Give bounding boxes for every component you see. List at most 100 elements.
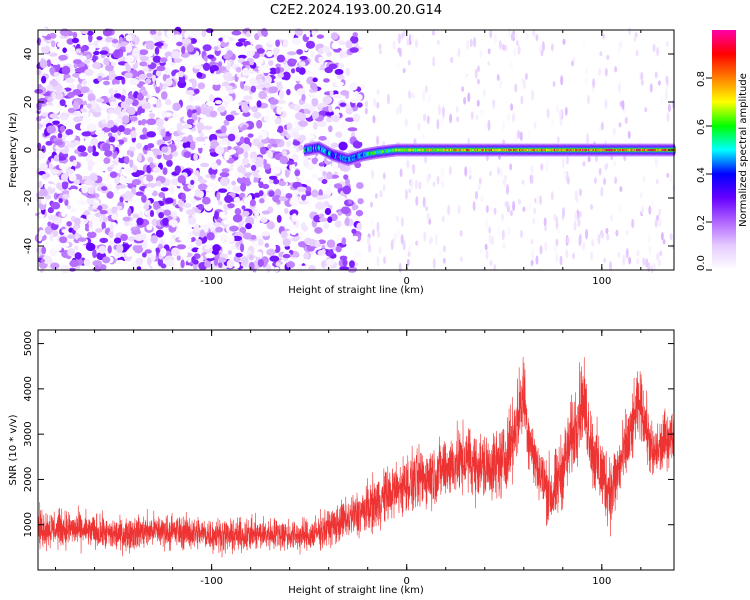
noise-cell bbox=[590, 251, 594, 261]
colorbar-tick-label-2: 0.4 bbox=[696, 167, 707, 183]
noise-cell bbox=[111, 38, 119, 44]
noise-cell bbox=[242, 104, 250, 114]
noise-cell bbox=[249, 174, 254, 183]
noise-cell bbox=[303, 252, 310, 260]
noise-cell bbox=[262, 82, 271, 88]
noise-cell bbox=[226, 60, 232, 67]
noise-cell bbox=[285, 54, 291, 60]
noise-cell bbox=[297, 120, 308, 128]
noise-cell bbox=[432, 181, 436, 187]
noise-cell bbox=[197, 248, 203, 254]
noise-cell bbox=[635, 49, 639, 57]
noise-cell bbox=[570, 60, 574, 67]
noise-cell bbox=[258, 90, 268, 100]
noise-cell bbox=[658, 258, 662, 267]
noise-cell bbox=[392, 40, 396, 50]
noise-cell bbox=[85, 154, 93, 163]
noise-cell bbox=[282, 150, 287, 156]
noise-cell bbox=[370, 169, 374, 179]
snr-axes: -100 0 100 1000 2000 3000 4000 5000 bbox=[23, 330, 674, 587]
noise-cell bbox=[566, 176, 570, 185]
noise-cell bbox=[141, 103, 152, 110]
noise-cell bbox=[79, 72, 87, 80]
spectrogram-y-tick-label-0: -40 bbox=[23, 238, 34, 254]
noise-cell bbox=[197, 203, 205, 211]
noise-cell bbox=[81, 79, 87, 86]
noise-cell bbox=[406, 37, 410, 46]
noise-cell bbox=[87, 145, 93, 154]
noise-cell bbox=[296, 48, 304, 55]
noise-cell bbox=[94, 106, 102, 113]
noise-cell bbox=[345, 67, 350, 77]
noise-cell bbox=[240, 256, 249, 265]
noise-cell bbox=[243, 151, 249, 159]
noise-cell bbox=[604, 98, 608, 110]
spectrogram-panel: -100 0 100 -40 -20 0 20 40 Height of straight l… bbox=[8, 26, 676, 296]
noise-cell bbox=[253, 111, 262, 119]
noise-cell bbox=[455, 106, 459, 113]
noise-cell bbox=[72, 31, 78, 39]
noise-cell bbox=[125, 34, 133, 42]
noise-cell bbox=[268, 190, 275, 197]
noise-cell bbox=[290, 167, 296, 177]
noise-cell bbox=[345, 178, 350, 186]
noise-cell bbox=[217, 257, 227, 263]
noise-cell bbox=[114, 157, 119, 162]
noise-cell bbox=[117, 125, 125, 133]
noise-cell bbox=[520, 229, 524, 239]
noise-cell bbox=[204, 261, 212, 268]
noise-cell bbox=[130, 130, 137, 139]
noise-cell bbox=[296, 88, 306, 96]
noise-cell bbox=[315, 201, 325, 210]
noise-cell bbox=[146, 59, 152, 65]
noise-cell bbox=[188, 94, 194, 103]
noise-cell bbox=[311, 62, 321, 70]
noise-cell bbox=[509, 163, 513, 171]
noise-cell bbox=[520, 61, 524, 67]
noise-cell bbox=[226, 183, 231, 190]
noise-cell bbox=[286, 122, 293, 131]
noise-cell bbox=[127, 200, 138, 207]
noise-cell bbox=[59, 74, 64, 83]
noise-cell bbox=[244, 172, 252, 178]
noise-cell bbox=[191, 114, 198, 121]
noise-cell bbox=[318, 213, 325, 218]
noise-cell bbox=[216, 191, 221, 201]
noise-cell bbox=[232, 185, 242, 192]
noise-cell bbox=[338, 141, 348, 151]
noise-cell bbox=[269, 255, 280, 262]
noise-cell bbox=[201, 29, 207, 38]
noise-cell bbox=[383, 256, 387, 265]
noise-cell bbox=[124, 72, 134, 79]
noise-cell bbox=[376, 88, 380, 96]
noise-cell bbox=[73, 223, 79, 231]
noise-cell bbox=[530, 174, 534, 184]
noise-cell bbox=[564, 106, 568, 116]
noise-cell bbox=[96, 186, 102, 192]
noise-cell bbox=[272, 47, 280, 55]
noise-cell bbox=[647, 185, 651, 192]
noise-cell bbox=[268, 67, 278, 75]
noise-cell bbox=[172, 151, 179, 157]
noise-cell bbox=[356, 222, 363, 231]
noise-cell bbox=[615, 229, 619, 237]
noise-cell bbox=[426, 174, 430, 184]
noise-cell bbox=[92, 249, 97, 259]
noise-cell bbox=[155, 70, 162, 77]
noise-cell bbox=[617, 251, 621, 258]
noise-cell bbox=[621, 100, 625, 110]
noise-cell bbox=[354, 256, 363, 264]
noise-cell bbox=[257, 78, 264, 86]
noise-cell bbox=[463, 96, 467, 105]
noise-cell bbox=[382, 172, 386, 180]
noise-cell bbox=[530, 238, 534, 245]
noise-cell bbox=[217, 200, 223, 206]
noise-cell bbox=[68, 188, 79, 197]
noise-cell bbox=[342, 185, 352, 195]
noise-cell bbox=[270, 167, 281, 175]
noise-cell bbox=[108, 71, 114, 81]
noise-cell bbox=[111, 206, 118, 214]
noise-cell bbox=[206, 231, 215, 241]
noise-cell bbox=[466, 39, 470, 51]
noise-cell bbox=[337, 210, 343, 216]
